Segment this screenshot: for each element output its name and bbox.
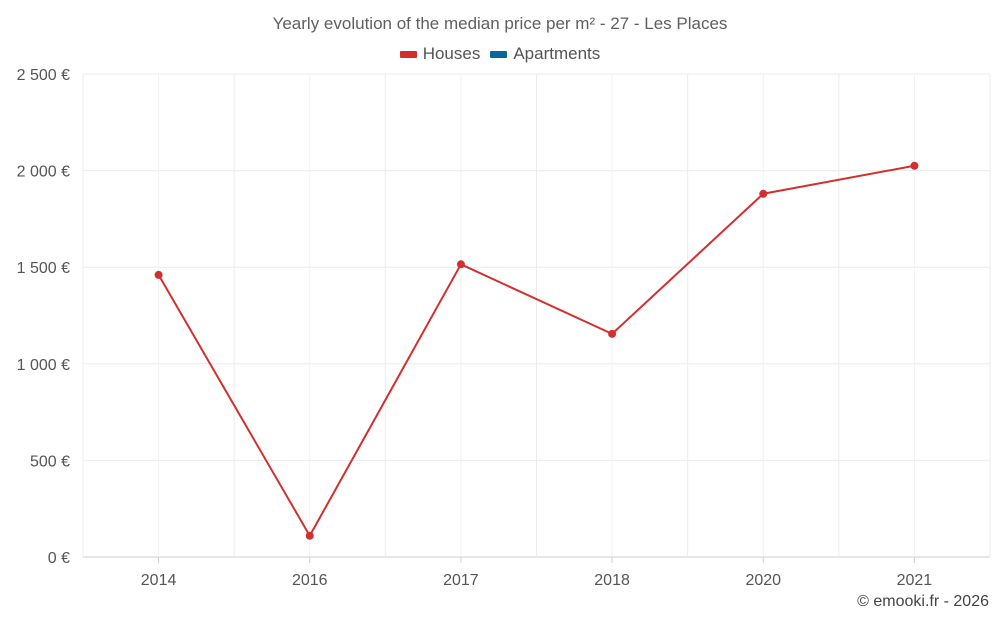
x-tick-label: 2018: [594, 572, 630, 589]
data-point-houses-2017: [456, 260, 465, 269]
x-tick-label: 2014: [141, 572, 177, 589]
legend-swatch-apartments: [490, 50, 508, 58]
legend-swatch-houses: [399, 50, 417, 58]
grid-lines: [82, 73, 991, 558]
y-tick-label: 1 500 €: [17, 260, 70, 277]
copyright-credit: © emooki.fr - 2026: [857, 593, 989, 610]
legend-label-houses: Houses: [422, 44, 481, 63]
legend-label-apartments: Apartments: [513, 44, 601, 63]
legend-item-apartments[interactable]: Apartments: [490, 44, 600, 64]
x-tick-label: 2020: [745, 572, 781, 589]
x-tick-label: 2017: [443, 572, 479, 589]
series-line-houses: [157, 164, 915, 537]
y-tick-label: 0 €: [48, 550, 70, 567]
data-point-houses-2018: [608, 329, 617, 338]
data-point-houses-2021: [910, 161, 919, 170]
y-tick-label: 2 500 €: [17, 67, 70, 84]
y-tick-label: 1 000 €: [17, 357, 70, 374]
axes: 0 € 500 € 1 000 € 1 500 € 2 000 € 2 500 € 2014…: [17, 67, 933, 589]
chart-title: Yearly evolution of the median price per…: [272, 14, 728, 33]
data-point-houses-2020: [759, 189, 768, 198]
legend-item-houses[interactable]: Houses: [399, 44, 481, 64]
x-tick-label: 2021: [897, 572, 933, 589]
data-point-houses-2016: [305, 531, 314, 540]
data-point-houses-2014: [154, 270, 163, 279]
chart-legend: Houses Apartments: [0, 44, 1000, 64]
x-tick-label: 2016: [292, 572, 328, 589]
series-layer: [154, 161, 919, 540]
y-tick-label: 2 000 €: [17, 164, 70, 181]
y-tick-label: 500 €: [30, 453, 70, 470]
